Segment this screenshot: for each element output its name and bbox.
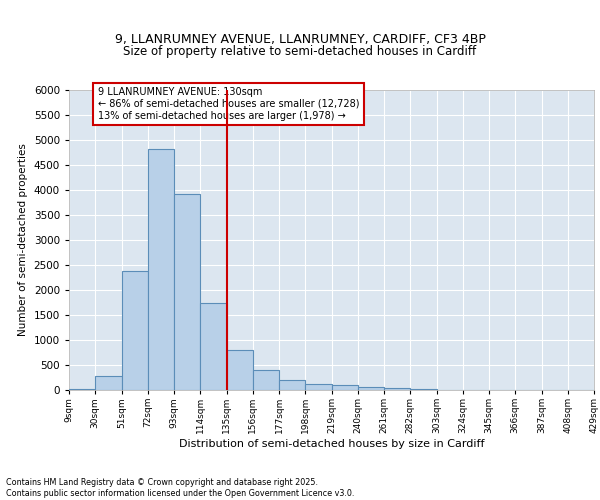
Bar	[200, 302, 227, 390]
Bar	[253, 370, 279, 390]
Bar	[332, 385, 358, 390]
Text: Contains HM Land Registry data © Crown copyright and database right 2025.
Contai: Contains HM Land Registry data © Crown c…	[6, 478, 355, 498]
Bar	[279, 380, 305, 390]
X-axis label: Distribution of semi-detached houses by size in Cardiff: Distribution of semi-detached houses by …	[179, 439, 484, 449]
Bar	[122, 271, 148, 390]
Bar	[384, 388, 410, 390]
Bar	[305, 384, 332, 390]
Text: 9, LLANRUMNEY AVENUE, LLANRUMNEY, CARDIFF, CF3 4BP: 9, LLANRUMNEY AVENUE, LLANRUMNEY, CARDIF…	[115, 32, 485, 46]
Bar	[227, 350, 253, 390]
Bar	[148, 149, 174, 390]
Bar	[95, 376, 121, 390]
Bar	[174, 194, 200, 390]
Text: 9 LLANRUMNEY AVENUE: 130sqm
← 86% of semi-detached houses are smaller (12,728)
1: 9 LLANRUMNEY AVENUE: 130sqm ← 86% of sem…	[98, 88, 359, 120]
Bar	[69, 389, 95, 390]
Y-axis label: Number of semi-detached properties: Number of semi-detached properties	[18, 144, 28, 336]
Bar	[358, 386, 384, 390]
Bar	[410, 389, 437, 390]
Text: Size of property relative to semi-detached houses in Cardiff: Size of property relative to semi-detach…	[124, 45, 476, 58]
